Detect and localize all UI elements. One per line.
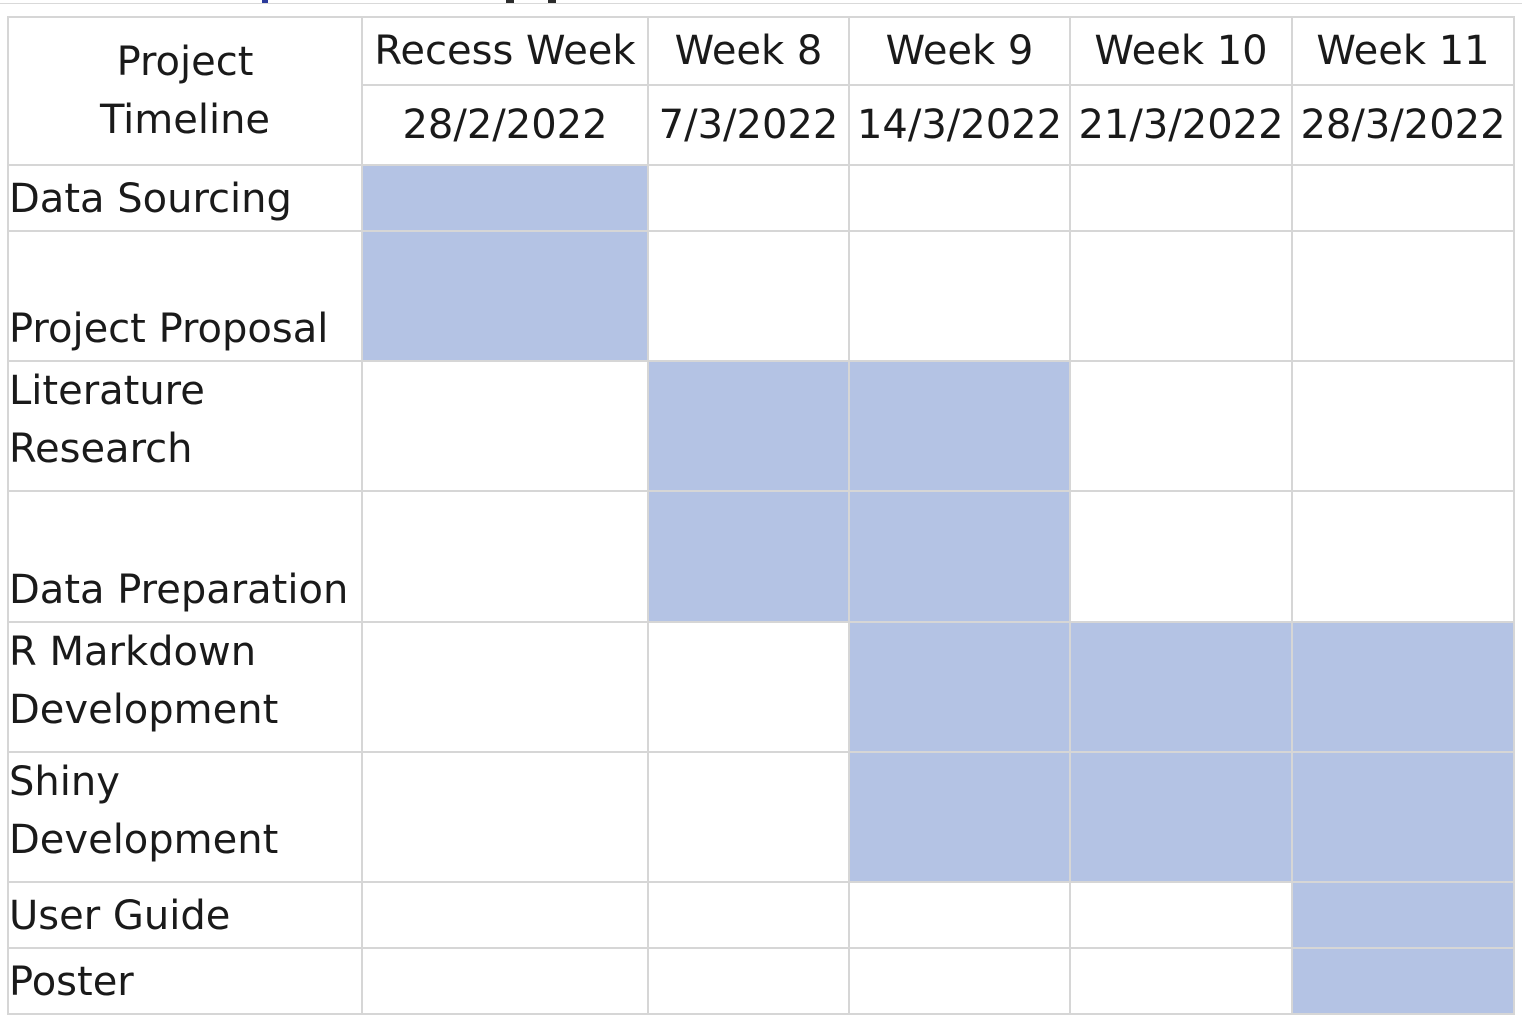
- task-label: Data Preparation: [7, 490, 363, 623]
- timeline-cell: [1069, 621, 1293, 753]
- timeline-cell: [361, 490, 649, 623]
- timeline-cell: [647, 751, 850, 883]
- task-label-line-1: Literature: [9, 368, 205, 414]
- top-mark: [548, 0, 556, 3]
- task-label: Poster: [7, 947, 363, 1015]
- timeline-cell: [361, 881, 649, 949]
- date-header: 14/3/2022: [848, 84, 1071, 166]
- timeline-cell: [361, 621, 649, 753]
- timeline-cell: [361, 751, 649, 883]
- task-label-line-1: Project Proposal: [9, 306, 329, 352]
- task-label-line-1: User Guide: [9, 893, 231, 939]
- timeline-cell: [647, 490, 850, 623]
- week-header: Recess Week: [361, 16, 649, 86]
- timeline-cell: [848, 490, 1071, 623]
- task-label-line-2: Development: [9, 817, 279, 863]
- top-mark: [262, 0, 268, 3]
- date-header: 28/3/2022: [1291, 84, 1515, 166]
- timeline-cell: [647, 360, 850, 492]
- timeline-cell: [647, 947, 850, 1015]
- task-row: Data Preparation: [7, 490, 1515, 623]
- timeline-cell: [1069, 751, 1293, 883]
- timeline-cell: [361, 230, 649, 362]
- week-header: Week 9: [848, 16, 1071, 86]
- task-label: R Markdown Development: [7, 621, 363, 753]
- timeline-cell: [848, 751, 1071, 883]
- timeline-cell: [848, 230, 1071, 362]
- timeline-cell: [1291, 360, 1515, 492]
- timeline-cell: [647, 621, 850, 753]
- week-header: Week 10: [1069, 16, 1293, 86]
- timeline-cell: [1069, 164, 1293, 232]
- timeline-cell: [1291, 947, 1515, 1015]
- timeline-cell: [848, 360, 1071, 492]
- timeline-cell: [1291, 881, 1515, 949]
- timeline-cell: [647, 230, 850, 362]
- timeline-cell: [1069, 360, 1293, 492]
- date-header: 7/3/2022: [647, 84, 850, 166]
- task-label: Data Sourcing: [7, 164, 363, 232]
- task-label-line-1: Data Sourcing: [9, 176, 292, 222]
- project-timeline-table: Project Timeline Recess Week Week 8 Week…: [7, 16, 1515, 1015]
- task-row: Poster: [7, 947, 1515, 1015]
- task-row: Project Proposal: [7, 230, 1515, 362]
- top-strip: [0, 0, 1522, 4]
- task-label-line-2: Research: [9, 426, 193, 472]
- task-label: Shiny Development: [7, 751, 363, 883]
- timeline-cell: [1291, 230, 1515, 362]
- task-row: Shiny Development: [7, 751, 1515, 883]
- task-label-line-2: Development: [9, 687, 279, 733]
- project-timeline-header: Project Timeline: [7, 16, 363, 166]
- task-label-line-1: Data Preparation: [9, 567, 349, 613]
- task-row: User Guide: [7, 881, 1515, 949]
- task-label-line-1: Poster: [9, 959, 134, 1005]
- week-header: Week 11: [1291, 16, 1515, 86]
- date-header: 21/3/2022: [1069, 84, 1293, 166]
- task-row: Literature Research: [7, 360, 1515, 492]
- timeline-cell: [1291, 490, 1515, 623]
- task-label: Project Proposal: [7, 230, 363, 362]
- date-header: 28/2/2022: [361, 84, 649, 166]
- task-label: Literature Research: [7, 360, 363, 492]
- timeline-cell: [848, 947, 1071, 1015]
- top-mark: [506, 0, 514, 3]
- timeline-cell: [848, 164, 1071, 232]
- timeline-cell: [848, 881, 1071, 949]
- corner-line-1: Project: [116, 39, 254, 85]
- task-row: Data Sourcing: [7, 164, 1515, 232]
- timeline-cell: [1069, 881, 1293, 949]
- timeline-cell: [1069, 490, 1293, 623]
- week-header-row: Project Timeline Recess Week Week 8 Week…: [7, 16, 1515, 166]
- timeline-cell: [361, 164, 649, 232]
- timeline-cell: [1069, 230, 1293, 362]
- task-row: R Markdown Development: [7, 621, 1515, 753]
- week-header: Week 8: [647, 16, 850, 86]
- timeline-cell: [1291, 751, 1515, 883]
- corner-line-2: Timeline: [99, 97, 271, 143]
- timeline-cell: [361, 360, 649, 492]
- task-label-line-1: Shiny: [9, 759, 120, 805]
- timeline-cell: [647, 881, 850, 949]
- timeline-cell: [647, 164, 850, 232]
- timeline-cell: [1291, 621, 1515, 753]
- timeline-cell: [1291, 164, 1515, 232]
- timeline-cell: [848, 621, 1071, 753]
- date-header-row: 28/2/2022 7/3/2022 14/3/2022 21/3/2022 2…: [8, 84, 1515, 166]
- task-label: User Guide: [7, 881, 363, 949]
- task-label-line-1: R Markdown: [9, 629, 257, 675]
- timeline-cell: [361, 947, 649, 1015]
- timeline-cell: [1069, 947, 1293, 1015]
